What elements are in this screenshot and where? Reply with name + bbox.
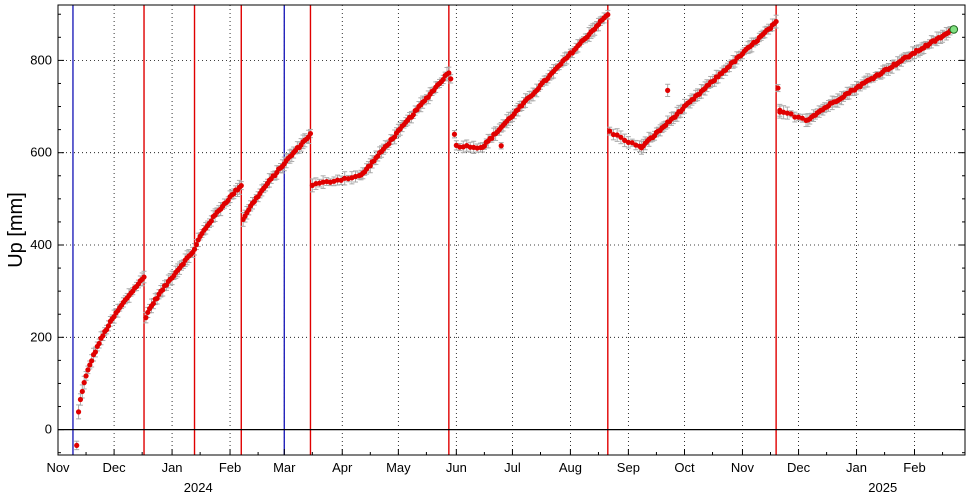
data-point: [605, 12, 611, 18]
y-tick-label: 200: [30, 329, 52, 344]
y-tick-label: 400: [30, 237, 52, 252]
y-tick-label: 600: [30, 145, 52, 160]
x-tick-label: Feb: [219, 460, 241, 475]
data-point: [145, 309, 151, 316]
data-point: [246, 207, 252, 213]
data-point: [85, 367, 91, 373]
x-tick-label: Aug: [559, 460, 582, 475]
data-point: [150, 300, 156, 307]
data-point: [180, 261, 186, 267]
data-point: [193, 242, 199, 248]
data-point: [75, 409, 82, 415]
x-tick-label: Nov: [46, 460, 70, 475]
data-point: [481, 143, 487, 149]
data-point: [83, 373, 89, 379]
data-point: [489, 135, 495, 141]
data-point: [440, 76, 446, 83]
data-point: [618, 134, 624, 140]
data-point: [96, 340, 102, 347]
x-tick-label: Dec: [787, 460, 811, 475]
outlier-point: [775, 85, 781, 91]
data-point: [92, 349, 99, 355]
data-point: [607, 128, 613, 134]
x-tick-label: May: [386, 460, 411, 475]
x-tick-label: Jan: [846, 460, 867, 475]
y-tick-label: 0: [45, 422, 52, 437]
axis-labels: Nov Dec Jan Feb Mar Apr May Jun Jul Aug Sep Oct Nov D…: [30, 52, 925, 495]
x-year-label: 2025: [868, 480, 897, 495]
outlier-point: [451, 131, 458, 137]
data-point: [74, 442, 80, 449]
data-point: [141, 274, 147, 280]
data-point: [792, 114, 798, 120]
data-point: [105, 323, 112, 329]
x-year-label: 2024: [184, 480, 213, 495]
outlier-point: [777, 109, 783, 115]
x-tick-label: Mar: [273, 460, 296, 475]
data-point: [208, 218, 214, 224]
data-point: [367, 163, 373, 169]
data-point: [307, 130, 314, 137]
data-point: [143, 315, 149, 321]
data-point: [238, 183, 244, 189]
y-axis-title: Up [mm]: [5, 192, 27, 268]
data-point: [87, 362, 93, 368]
latest-point: [949, 25, 959, 34]
x-tick-label: Jan: [162, 460, 183, 475]
plot-frame: [57, 4, 966, 456]
data-point: [79, 388, 85, 395]
x-tick-label: Jun: [446, 460, 467, 475]
outlier-point: [448, 76, 454, 82]
axis-ticks: [57, 13, 965, 455]
data-point: [100, 333, 106, 339]
data-point: [89, 358, 95, 364]
x-tick-label: Nov: [731, 460, 755, 475]
x-tick-label: Dec: [103, 460, 127, 475]
data-point: [160, 287, 166, 293]
data-point: [81, 380, 87, 386]
data-point: [788, 111, 794, 117]
data-points: [74, 12, 959, 449]
data-point: [410, 112, 416, 118]
data-point: [773, 18, 779, 25]
event-lines: [72, 5, 777, 455]
data-point: [629, 140, 635, 146]
x-tick-label: Oct: [674, 460, 695, 475]
y-tick-label: 800: [30, 52, 52, 67]
x-tick-label: Sep: [617, 460, 640, 475]
data-point: [614, 132, 620, 138]
data-point: [625, 139, 631, 145]
data-point: [191, 246, 198, 252]
x-tick-label: Apr: [332, 460, 353, 475]
data-point: [77, 396, 84, 403]
outlier-point: [665, 87, 671, 93]
x-tick-label: Feb: [903, 460, 925, 475]
data-point: [386, 141, 392, 147]
data-point: [154, 295, 160, 302]
x-tick-label: Jul: [504, 460, 521, 475]
data-point: [446, 70, 452, 76]
outlier-point: [498, 143, 504, 149]
